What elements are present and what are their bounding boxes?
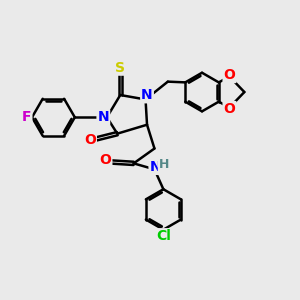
Text: N: N <box>141 88 153 102</box>
Text: H: H <box>159 158 169 171</box>
Text: N: N <box>149 160 161 174</box>
Text: N: N <box>98 110 109 124</box>
Text: O: O <box>224 102 236 116</box>
Text: S: S <box>115 61 125 75</box>
Text: O: O <box>224 68 236 82</box>
Text: O: O <box>100 153 111 167</box>
Text: F: F <box>22 110 32 124</box>
Text: Cl: Cl <box>156 229 171 243</box>
Text: O: O <box>84 133 96 147</box>
